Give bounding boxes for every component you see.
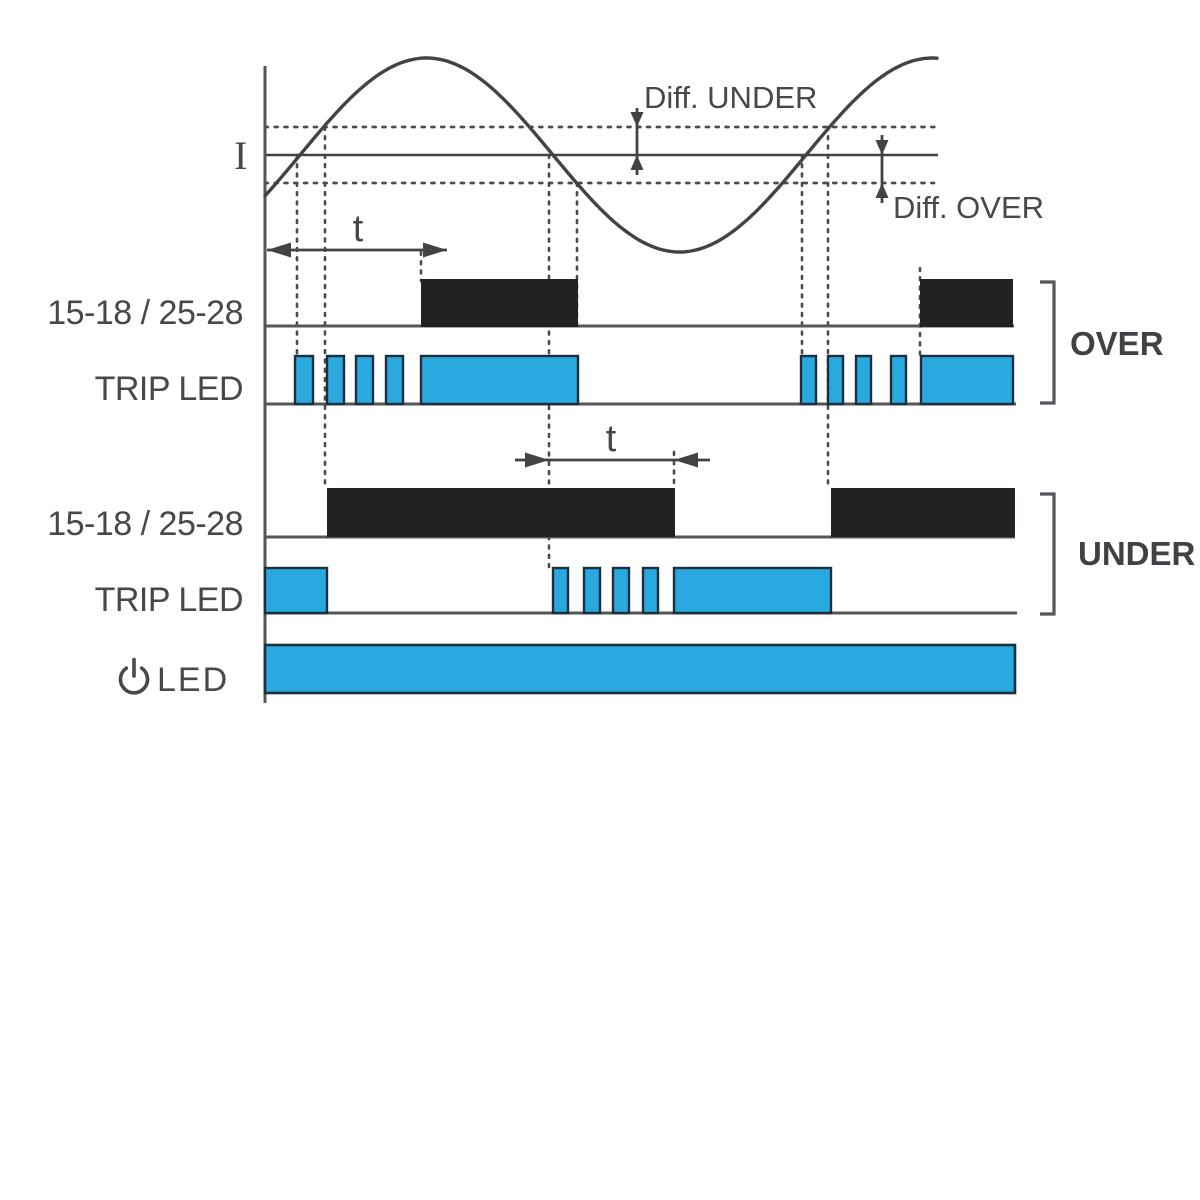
over-trip-led-label: TRIP LED (95, 370, 243, 408)
sine-wave (263, 56, 939, 254)
diff-over-label: Diff. OVER (893, 190, 1044, 225)
current-axis-label: I (234, 133, 247, 178)
relay-bars (327, 279, 1015, 537)
power-led-label: LED (157, 661, 229, 699)
diff-arrows (630, 108, 889, 203)
t-over-label: t (353, 208, 364, 250)
over-group-label: OVER (1070, 325, 1164, 362)
delay-arrows (267, 242, 710, 468)
power-icon (118, 657, 150, 695)
diff-under-label: Diff. UNDER (644, 80, 817, 115)
group-brackets (1040, 280, 1056, 616)
over-relay-contacts-label: 15-18 / 25-28 (47, 294, 243, 332)
t-under-label: t (606, 418, 617, 460)
led-bars (263, 354, 1017, 695)
under-group-label: UNDER (1078, 535, 1196, 572)
threshold-lines (263, 125, 942, 185)
under-relay-contacts-label: 15-18 / 25-28 (47, 505, 243, 543)
under-trip-led-label: TRIP LED (95, 581, 243, 619)
